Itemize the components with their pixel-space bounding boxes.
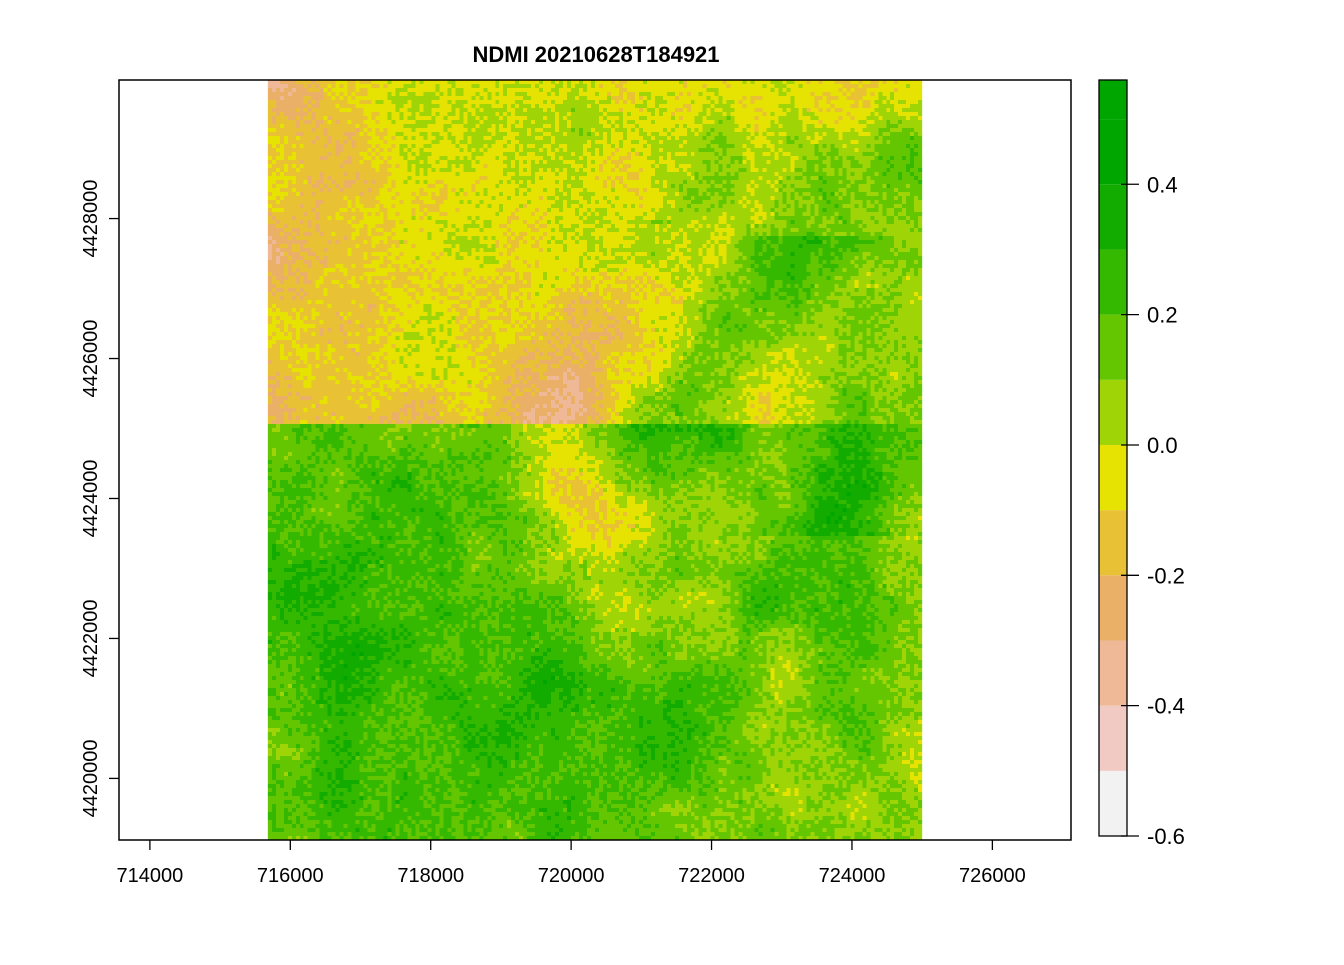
x-tick-label: 716000 — [257, 865, 324, 887]
legend-tick-label: 0.0 — [1147, 433, 1178, 458]
legend-color-band — [1099, 314, 1127, 380]
x-tick-label: 726000 — [959, 865, 1026, 887]
legend-tick-label: 0.2 — [1147, 303, 1178, 328]
legend-color-band — [1099, 249, 1127, 315]
x-tick-label: 722000 — [678, 865, 745, 887]
legend-color-band — [1099, 640, 1127, 706]
color-legend: -0.6 -0.4 -0.2 0.0 0.2 0.4 — [1098, 79, 1185, 849]
x-axis: 714000 716000 718000 720000 722000 724000 7260… — [117, 840, 1026, 887]
y-tick-label: 4424000 — [80, 460, 102, 538]
legend-frame — [1098, 79, 1128, 837]
raster-layer — [267, 80, 923, 840]
y-tick-label: 4420000 — [80, 739, 102, 817]
legend-tick-label: 0.4 — [1147, 172, 1178, 197]
chart-title: NDMI 20210628T184921 — [472, 42, 719, 67]
y-tick-label: 4428000 — [80, 180, 102, 258]
legend-color-band — [1099, 379, 1127, 445]
x-tick-label: 720000 — [538, 865, 605, 887]
plot-frame — [118, 79, 1072, 841]
x-tick-label: 714000 — [117, 865, 184, 887]
x-tick-label: 724000 — [819, 865, 886, 887]
legend-color-band — [1099, 770, 1127, 836]
x-tick-label: 718000 — [397, 865, 464, 887]
legend-tick-label: -0.4 — [1147, 694, 1185, 719]
legend-color-band — [1099, 575, 1127, 641]
y-tick-label: 4422000 — [80, 600, 102, 678]
legend-tick-label: -0.2 — [1147, 563, 1185, 588]
ndmi-raster-image — [267, 80, 923, 840]
y-axis: 4420000 4422000 4424000 4426000 4428000 — [80, 180, 119, 817]
legend-color-band — [1099, 80, 1127, 120]
legend-color-band — [1099, 444, 1127, 511]
legend-color-band — [1099, 119, 1127, 185]
y-tick-label: 4426000 — [80, 320, 102, 398]
legend-color-band — [1099, 705, 1127, 771]
legend-color-band — [1099, 510, 1127, 576]
legend-tick-label: -0.6 — [1147, 824, 1185, 849]
legend-color-band — [1099, 184, 1127, 250]
